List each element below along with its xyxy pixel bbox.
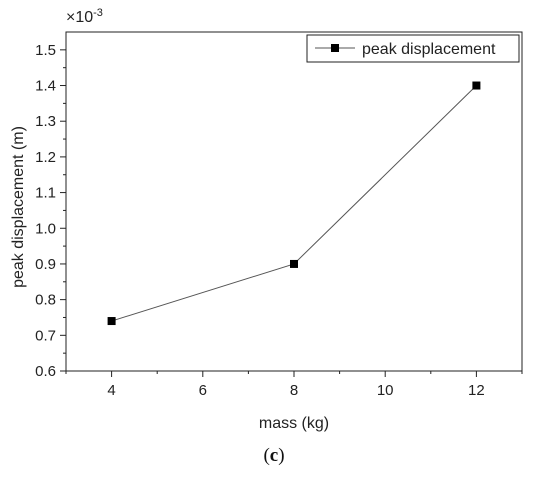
legend-marker <box>331 44 339 52</box>
data-point <box>290 259 298 268</box>
figure-caption: (c) <box>263 445 284 466</box>
x-tick-label: 4 <box>107 382 115 399</box>
y-tick-label: 1.2 <box>35 149 56 166</box>
x-axis-label: mass (kg) <box>259 415 329 432</box>
plot-border <box>65 31 523 372</box>
plot-area <box>65 31 523 372</box>
x-tick-label: 10 <box>377 382 394 399</box>
y-tick-label: 1.1 <box>35 185 56 202</box>
y-tick-label: 0.8 <box>35 292 56 309</box>
y-axis-label: peak displacement (m) <box>10 126 27 288</box>
x-tick-label: 8 <box>290 382 298 399</box>
y-tick-label: 1.5 <box>35 42 56 59</box>
data-point <box>472 81 481 90</box>
series-line <box>111 85 477 322</box>
axis-ticks <box>60 49 523 377</box>
x-tick-label: 6 <box>199 382 207 399</box>
legend: peak displacement <box>306 34 520 63</box>
y-tick-label: 0.6 <box>35 363 56 380</box>
series-layer <box>107 81 481 326</box>
legend-label: peak displacement <box>362 41 496 58</box>
y-tick-label: 1.4 <box>35 78 56 95</box>
y-tick-label: 1.0 <box>35 220 56 237</box>
data-point <box>107 317 116 326</box>
y-axis-multiplier: ×10-3 <box>66 7 103 26</box>
y-tick-label: 0.9 <box>35 256 56 273</box>
y-tick-label: 1.3 <box>35 113 56 130</box>
y-tick-label: 0.7 <box>35 327 56 344</box>
axis-tick-labels: 4 6 8 10 12 0.6 0.7 0.8 0.9 1.0 1.1 1.2 1.3 1.4 1.5 <box>35 42 485 399</box>
x-tick-label: 12 <box>468 382 485 399</box>
